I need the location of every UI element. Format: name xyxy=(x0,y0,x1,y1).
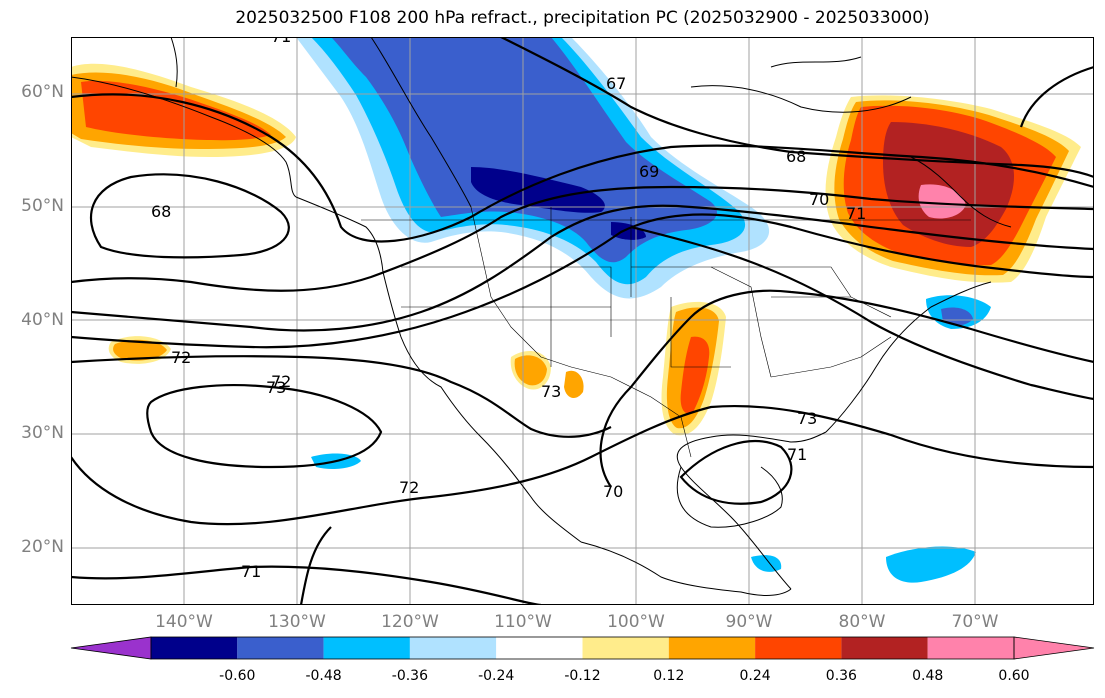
colorbar-segment xyxy=(496,637,583,659)
lat-label: 50°N xyxy=(21,196,64,216)
colorbar-tick-label: 0.36 xyxy=(825,668,857,684)
contour-label: 69 xyxy=(639,162,659,181)
shade-caribbean-cyan xyxy=(886,546,976,583)
contour-label: 71 xyxy=(271,37,291,46)
contour-label: 70 xyxy=(603,482,623,501)
map-title: 2025032500 F108 200 hPa refract., precip… xyxy=(235,8,930,28)
colorbar-segment xyxy=(755,637,842,659)
lat-label: 20°N xyxy=(21,537,64,557)
colorbar-tick-label: -0.60 xyxy=(219,668,256,684)
colorbar-segment xyxy=(668,637,756,659)
contour-label: 73 xyxy=(266,378,286,397)
colorbar-segments xyxy=(70,636,1095,660)
lat-label: 30°N xyxy=(21,423,64,443)
colorbar-tick-label: 0.12 xyxy=(653,668,685,684)
shade-canada-darkblue xyxy=(471,167,605,213)
colorbar-segment xyxy=(237,637,324,659)
contour-label: 73 xyxy=(541,382,561,401)
contour-label: 72 xyxy=(399,478,419,497)
colorbar-segment xyxy=(323,637,410,659)
shade-east-pink xyxy=(918,184,966,219)
lon-label: 110°W xyxy=(494,612,552,632)
contour-label: 72 xyxy=(271,372,291,391)
contour-label: 73 xyxy=(797,409,817,428)
colorbar-tick-label: 0.48 xyxy=(912,668,944,684)
contour-label: 71 xyxy=(787,445,807,464)
lon-label: 90°W xyxy=(725,612,773,632)
lat-label: 40°N xyxy=(21,310,64,330)
contour-label: 67 xyxy=(606,74,626,93)
lon-label: 80°W xyxy=(838,612,886,632)
colorbar-outline xyxy=(150,636,1015,660)
colorbar-segment xyxy=(582,637,669,659)
contour-label: 68 xyxy=(786,147,806,166)
lon-label: 120°W xyxy=(381,612,439,632)
borders xyxy=(361,206,971,458)
colorbar-tick-label: 0.60 xyxy=(998,668,1030,684)
shade-caribbean-light xyxy=(751,555,782,572)
contour-label: 71 xyxy=(241,562,261,581)
colorbar-tick-label: -0.12 xyxy=(564,668,601,684)
contour-label: 71 xyxy=(846,204,866,223)
colorbar-tick-label: -0.24 xyxy=(478,668,515,684)
refractivity-contours xyxy=(71,37,1094,605)
lon-label: 140°W xyxy=(155,612,213,632)
colorbar-tick-label: 0.24 xyxy=(739,668,771,684)
shade-sw2-orange xyxy=(564,370,584,399)
colorbar-segment xyxy=(409,637,497,659)
shade-greatlakes-darkblue xyxy=(611,222,646,240)
gridlines xyxy=(71,37,1094,605)
lon-label: 130°W xyxy=(268,612,326,632)
colorbar-tick-label: -0.48 xyxy=(305,668,342,684)
colorbar-segment xyxy=(927,637,1014,659)
colorbar-extend-high xyxy=(1013,636,1095,660)
map-border xyxy=(71,37,1094,605)
lon-label: 100°W xyxy=(607,612,665,632)
colorbar-segment xyxy=(151,637,238,659)
contour-label: 70 xyxy=(809,190,829,209)
shade-pacific-orange xyxy=(113,339,167,361)
colorbar-segment xyxy=(841,637,928,659)
contour-label: 72 xyxy=(171,348,191,367)
contour-labels: 67 68 68 69 70 71 72 72 72 73 73 73 71 7… xyxy=(151,37,866,581)
lat-label: 60°N xyxy=(21,82,64,102)
shade-ne-blue xyxy=(941,307,973,326)
map-plot-area: 67 68 68 69 70 71 72 72 72 73 73 73 71 7… xyxy=(71,37,1094,605)
lon-label: 70°W xyxy=(951,612,999,632)
colorbar-extend-low xyxy=(70,636,152,660)
shade-canada-blue xyxy=(331,37,717,263)
contour-label: 68 xyxy=(151,202,171,221)
colorbar-tick-label: -0.36 xyxy=(391,668,428,684)
shade-central-red xyxy=(680,336,710,414)
precip-anomaly-shading xyxy=(71,37,1081,583)
